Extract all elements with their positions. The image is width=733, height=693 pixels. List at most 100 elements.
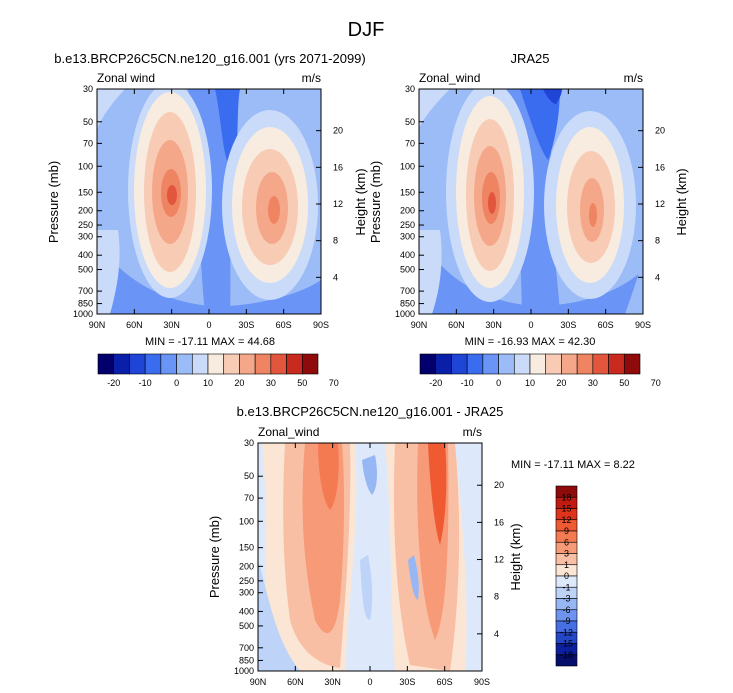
surface-westerly-sh xyxy=(625,262,643,314)
polar-high-nh xyxy=(419,89,450,128)
stats-label: MIN = -17.11 MAX = 44.68 xyxy=(145,336,275,348)
y-tick-label: 50 xyxy=(244,471,254,481)
colorbar-swatch xyxy=(435,353,452,375)
y-tick-label: 700 xyxy=(239,643,254,653)
y2-axis-label: Height (km) xyxy=(353,168,368,235)
colorbar-swatch xyxy=(498,353,515,375)
x-tick-label: 90S xyxy=(635,320,651,330)
y2-tick-label: 8 xyxy=(655,236,660,246)
y-tick-label: 150 xyxy=(78,187,93,197)
x-tick-label: 90S xyxy=(313,320,329,330)
contour-field xyxy=(419,89,643,314)
x-tick-label: 60S xyxy=(276,320,292,330)
colorbar-label: 1 xyxy=(564,560,569,570)
x-tick-label: 30S xyxy=(238,320,254,330)
y-tick-label: 70 xyxy=(405,138,415,148)
units-label: m/s xyxy=(463,425,482,439)
surface-westerly-nh xyxy=(419,230,442,314)
colorbar-label: 10 xyxy=(203,378,213,388)
colorbar-swatch xyxy=(270,353,287,375)
colorbar-swatch xyxy=(466,353,484,375)
colorbar-swatch xyxy=(97,353,115,375)
y-tick-label: 1000 xyxy=(73,309,93,319)
panel-title: b.e13.BRCP26C5CN.ne120_g16.001 (yrs 2071… xyxy=(54,51,365,66)
colorbar-label: 12 xyxy=(561,515,571,525)
variable-label: Zonal wind xyxy=(97,71,155,85)
panel-model: b.e13.BRCP26C5CN.ne120_g16.001 (yrs 2071… xyxy=(46,51,368,388)
panel-obs: JRA25 Zonal_wind m/s Pressure (mb) Heigh… xyxy=(368,51,689,388)
y-tick-label: 400 xyxy=(400,250,415,260)
colorbar-swatch xyxy=(623,353,641,375)
y2-tick-label: 4 xyxy=(494,629,499,639)
y-tick-label: 50 xyxy=(83,117,93,127)
y-tick-label: 30 xyxy=(244,438,254,448)
colorbar-label: -20 xyxy=(429,378,442,388)
y-tick-label: 1000 xyxy=(395,309,415,319)
y2-tick-label: 16 xyxy=(333,162,343,172)
y-tick-label: 150 xyxy=(400,187,415,197)
panel-difference: b.e13.BRCP26C5CN.ne120_g16.001 - JRA25 Z… xyxy=(207,404,635,687)
page-title: DJF xyxy=(348,19,385,41)
x-tick-label: 60S xyxy=(437,677,453,687)
y2-tick-label: 12 xyxy=(494,555,504,565)
colorbar: -20 -10 0 10 20 30 50 70 xyxy=(419,353,661,388)
y-tick-label: 30 xyxy=(405,84,415,94)
colorbar-label: 70 xyxy=(651,378,661,388)
y-axis-label: Pressure (mb) xyxy=(46,161,61,243)
colorbar-swatch xyxy=(176,353,193,375)
colorbar-swatch xyxy=(160,353,177,375)
colorbar-swatch xyxy=(223,353,240,375)
colorbar-swatch xyxy=(301,353,319,375)
positive-region-nh-core xyxy=(318,443,339,510)
negative-region-equator-low xyxy=(360,555,373,620)
x-tick-label: 0 xyxy=(528,320,533,330)
colorbar-label: 50 xyxy=(619,378,629,388)
y-axis-label: Pressure (mb) xyxy=(368,161,383,243)
y-tick-label: 500 xyxy=(78,265,93,275)
colorbar-swatch xyxy=(561,353,578,375)
colorbar-label: -9 xyxy=(562,616,570,626)
colorbar-swatch xyxy=(545,353,562,375)
x-tick-label: 90N xyxy=(89,320,106,330)
y-tick-label: 100 xyxy=(239,516,254,526)
y-tick-label: 500 xyxy=(400,265,415,275)
stats-label: MIN = -16.93 MAX = 42.30 xyxy=(465,336,596,348)
y-tick-label: 30 xyxy=(83,84,93,94)
colorbar-label: 9 xyxy=(564,526,569,536)
y-tick-label: 200 xyxy=(239,561,254,571)
units-label: m/s xyxy=(624,71,643,85)
y-tick-label: 300 xyxy=(78,232,93,242)
contour-field xyxy=(97,89,321,314)
colorbar-label: -6 xyxy=(562,605,570,615)
y-tick-label: 400 xyxy=(78,250,93,260)
colorbar-label: -15 xyxy=(560,639,573,649)
panel-title: b.e13.BRCP26C5CN.ne120_g16.001 - JRA25 xyxy=(237,404,504,419)
y2-tick-label: 8 xyxy=(333,236,338,246)
colorbar-label: -20 xyxy=(107,378,120,388)
colorbar-label: -3 xyxy=(562,594,570,604)
y2-tick-label: 4 xyxy=(655,272,660,282)
variable-label: Zonal_wind xyxy=(419,71,480,85)
colorbar-label: 18 xyxy=(561,492,571,502)
y-tick-label: 100 xyxy=(400,161,415,171)
surface-easterly-region xyxy=(97,240,321,314)
x-tick-label: 90N xyxy=(250,677,267,687)
y-tick-label: 850 xyxy=(239,655,254,665)
colorbar-swatch xyxy=(207,353,225,375)
x-tick-label: 60N xyxy=(287,677,304,687)
colorbar-swatch xyxy=(513,353,531,375)
colorbar-swatch xyxy=(592,353,609,375)
y2-tick-label: 20 xyxy=(333,126,343,136)
y-tick-label: 700 xyxy=(400,286,415,296)
y2-tick-label: 12 xyxy=(333,199,343,209)
jet-sh-core xyxy=(268,196,280,224)
x-tick-label: 60N xyxy=(448,320,465,330)
colorbar-label: -10 xyxy=(461,378,474,388)
units-label: m/s xyxy=(302,71,321,85)
colorbar-swatch xyxy=(286,353,303,375)
colorbar-label: 15 xyxy=(561,504,571,514)
y-tick-label: 100 xyxy=(78,161,93,171)
jet-nh-core xyxy=(167,185,177,205)
colorbar-label: -10 xyxy=(139,378,152,388)
